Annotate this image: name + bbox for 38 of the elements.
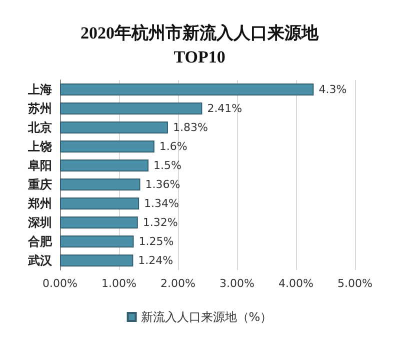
data-label: 1.36% <box>145 178 180 191</box>
y-tick-label: 苏州 <box>27 102 52 116</box>
bar <box>60 178 140 190</box>
data-label: 2.41% <box>207 102 242 115</box>
bar <box>60 254 134 266</box>
y-tick-label: 重庆 <box>27 178 52 192</box>
y-tick-label: 郑州 <box>27 196 52 210</box>
data-label: 1.32% <box>142 216 178 229</box>
y-tick-label: 上海 <box>27 82 52 96</box>
x-tick-label: 4.00% <box>278 277 314 290</box>
data-label: 1.5% <box>154 159 182 172</box>
x-tick-label: 3.00% <box>220 277 254 290</box>
bar <box>60 84 314 96</box>
bar <box>60 140 154 152</box>
data-label: 4.3% <box>318 83 347 96</box>
chart-title: 2020年杭州市新流入人口来源地 TOP10 <box>80 24 320 66</box>
data-label: 1.24% <box>138 254 174 267</box>
y-tick-label: 北京 <box>27 120 52 134</box>
data-label: 1.25% <box>138 235 174 248</box>
x-tick-label: 2.00% <box>160 277 196 290</box>
bar <box>60 160 148 172</box>
data-label: 1.6% <box>159 140 188 153</box>
bar <box>60 216 138 228</box>
x-tick-label: 1.00% <box>102 277 136 290</box>
x-tick-label: 0.00% <box>42 277 78 290</box>
bar <box>60 102 202 114</box>
bar <box>60 198 140 210</box>
y-tick-label: 阜阳 <box>27 158 52 172</box>
y-tick-label: 武汉 <box>27 254 53 268</box>
bar <box>60 236 134 248</box>
bar <box>60 122 168 134</box>
y-tick-label: 上饶 <box>27 140 52 154</box>
x-tick-label: 5.00% <box>338 277 372 290</box>
data-label: 1.34% <box>144 197 180 210</box>
y-tick-label: 深圳 <box>27 216 52 230</box>
data-label: 1.83% <box>172 121 208 134</box>
legend-label: 新流入人口来源地（%） <box>140 310 272 324</box>
y-tick-label: 合肥 <box>27 234 53 248</box>
